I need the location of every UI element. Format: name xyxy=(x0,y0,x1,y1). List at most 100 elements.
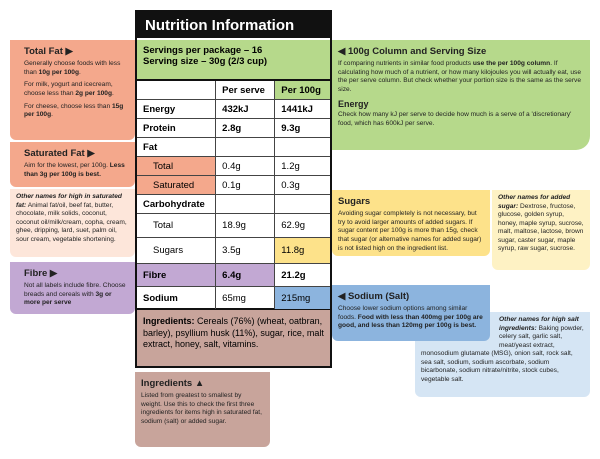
nutrient-value: 215mg xyxy=(274,286,330,309)
text: Baking powder, celery salt, garlic salt,… xyxy=(421,324,584,383)
nutrient-row: Fat xyxy=(137,137,330,157)
panel-subtitle: Energy xyxy=(338,98,369,109)
text: Generally choose foods with less than xyxy=(24,60,121,76)
nutrient-row: Sugars 3.5g 11.8g xyxy=(137,237,330,264)
nutrient-value: 9.3g xyxy=(274,118,330,138)
text: Choose lower sodium options among simila… xyxy=(338,305,468,321)
bold-text: Food with less than 400mg per 100g are g… xyxy=(338,313,483,330)
italic-heading: Other names for high salt ingredients: xyxy=(499,316,579,332)
text: Aim for the lowest, per 100g. xyxy=(24,162,110,170)
empty-cell xyxy=(215,194,275,214)
info-panel: ◀ Sodium (Salt) Choose lower sodium optio… xyxy=(332,285,490,341)
text: If comparing nutrients in similar food p… xyxy=(338,60,473,68)
nutrient-row: Carbohydrate xyxy=(137,194,330,214)
paragraph: Other names for added sugar: Dextrose, f… xyxy=(498,194,584,254)
nutrient-value: 3.5g xyxy=(215,237,275,264)
nutrient-value: 11.8g xyxy=(274,237,330,264)
paragraph: Check how many kJ per serve to decide ho… xyxy=(338,111,584,128)
paragraph: Avoiding sugar completely is not necessa… xyxy=(338,210,484,253)
ingredients-heading: Ingredients: xyxy=(143,316,195,326)
nutrient-name: Sugars xyxy=(137,237,216,264)
nutrient-name: Fibre xyxy=(137,263,216,287)
panel-title: Total Fat ▶ xyxy=(24,46,73,57)
paragraph: Not all labels include fibre. Choose bre… xyxy=(24,282,129,308)
header-row: Per serve Per 100g xyxy=(137,81,330,100)
empty-cell xyxy=(215,137,275,157)
paragraph: Other names for high in saturated fat: A… xyxy=(16,193,129,244)
text: Animal fat/oil, beef fat, butter, chocol… xyxy=(16,201,127,243)
ingredients-list: Ingredients: Cereals (76%) (wheat, oatbr… xyxy=(135,310,332,368)
paragraph: Aim for the lowest, per 100g. Less than … xyxy=(24,162,129,179)
serving-size: Serving size – 30g (2/3 cup) xyxy=(143,56,268,67)
italic-heading: Other names for added sugar: xyxy=(498,194,571,210)
info-panel: Total Fat ▶ Generally choose foods with l… xyxy=(10,40,135,140)
empty-cell xyxy=(274,137,330,157)
info-panel: Other names for high salt ingredients: B… xyxy=(415,312,590,397)
panel-title: ◀ Sodium (Salt) xyxy=(338,291,410,302)
text: . xyxy=(111,90,114,98)
panel-title: Fibre ▶ xyxy=(24,268,58,279)
nutrient-row: Fibre 6.4g 21.2g xyxy=(137,263,330,287)
nutrient-name: Total xyxy=(137,156,216,176)
info-panel: Saturated Fat ▶ Aim for the lowest, per 1… xyxy=(10,142,135,187)
text: For milk, yogurt and icecream, choose le… xyxy=(24,81,113,98)
info-panel: Sugars Avoiding sugar completely is not n… xyxy=(332,190,490,256)
panel-title: Ingredients ▲ xyxy=(141,378,205,389)
nutrient-value: 0.1g xyxy=(215,175,275,195)
paragraph: Other names for high salt ingredients: B… xyxy=(421,316,584,385)
ingredients-text: Cereals (76%) (wheat, oatbran, barley), … xyxy=(143,316,324,350)
text: . If calculating how much of a nutrient,… xyxy=(338,60,581,94)
nutrient-row: Saturated 0.1g 0.3g xyxy=(137,175,330,195)
nutrition-label: Nutrition Information Servings per packa… xyxy=(135,10,332,310)
italic-heading: Other names for high in saturated fat: xyxy=(16,193,122,209)
panel-title: Sugars xyxy=(338,196,371,207)
info-panel: Other names for added sugar: Dextrose, f… xyxy=(492,190,590,270)
nutrient-name: Saturated xyxy=(137,175,216,195)
nutrition-table: Per serve Per 100g Energy 432kJ 1441kJ Protei… xyxy=(137,81,330,309)
nutrient-row: Protein 2.8g 9.3g xyxy=(137,118,330,138)
nutrient-row: Total 18.9g 62.9g xyxy=(137,213,330,238)
text: For cheese, choose less than xyxy=(24,102,112,110)
nutrient-name: Total xyxy=(137,213,216,238)
nutrient-value: 6.4g xyxy=(215,263,275,287)
bold-text: 10g per 100g xyxy=(38,68,79,76)
nutrient-value: 0.4g xyxy=(215,156,275,176)
paragraph: If comparing nutrients in similar food p… xyxy=(338,60,584,94)
paragraph: Generally choose foods with less than 10… xyxy=(24,60,129,77)
text: . xyxy=(51,111,53,119)
text: Not all labels include fibre. Choose bre… xyxy=(24,282,126,298)
nutrient-value: 18.9g xyxy=(215,213,275,238)
panel-title: Saturated Fat ▶ xyxy=(24,148,95,159)
info-panel: Fibre ▶ Not all labels include fibre. Cho… xyxy=(10,262,135,314)
paragraph: Listed from greatest to smallest by weig… xyxy=(141,392,264,426)
bold-text: 3g or more per serve xyxy=(24,290,112,307)
bold-text: 15g per 100g xyxy=(24,102,124,119)
nutrient-row: Sodium 65mg 215mg xyxy=(137,286,330,309)
nutrient-value: 1441kJ xyxy=(274,99,330,119)
empty-cell xyxy=(274,194,330,214)
paragraph: For milk, yogurt and icecream, choose le… xyxy=(24,81,129,98)
nutrient-name: Energy xyxy=(137,99,216,119)
nutrient-value: 2.8g xyxy=(215,118,275,138)
column-header: Per serve xyxy=(215,81,275,100)
servings: Servings per package – 16 Serving size –… xyxy=(137,40,330,81)
info-panel: ◀ 100g Column and Serving Size If compari… xyxy=(332,40,590,150)
text: Check how many kJ per serve to decide ho… xyxy=(338,111,572,127)
column-header: Per 100g xyxy=(274,81,330,100)
nutrient-name: Protein xyxy=(137,118,216,138)
paragraph: For cheese, choose less than 15g per 100… xyxy=(24,103,129,120)
servings-per-package: Servings per package – 16 xyxy=(143,45,263,56)
text: Dextrose, fructose, glucose, golden syru… xyxy=(498,202,584,253)
text: . xyxy=(79,68,81,76)
bold-text: Less than 3g per 100g is best. xyxy=(24,162,125,178)
info-panel: Ingredients ▲ Listed from greatest to sma… xyxy=(135,372,270,447)
panel-title: ◀ 100g Column and Serving Size xyxy=(338,46,487,57)
nutrient-name: Sodium xyxy=(143,292,178,304)
text: Avoiding sugar completely is not necessa… xyxy=(338,210,482,252)
header-cell xyxy=(137,81,216,100)
nutrient-value: 62.9g xyxy=(274,213,330,238)
nutrient-row: Energy 432kJ 1441kJ xyxy=(137,99,330,119)
nutrient-value: 1.2g xyxy=(274,156,330,176)
info-panel: Other names for high in saturated fat: A… xyxy=(10,189,135,257)
bold-text: 2g per 100g xyxy=(75,90,112,98)
